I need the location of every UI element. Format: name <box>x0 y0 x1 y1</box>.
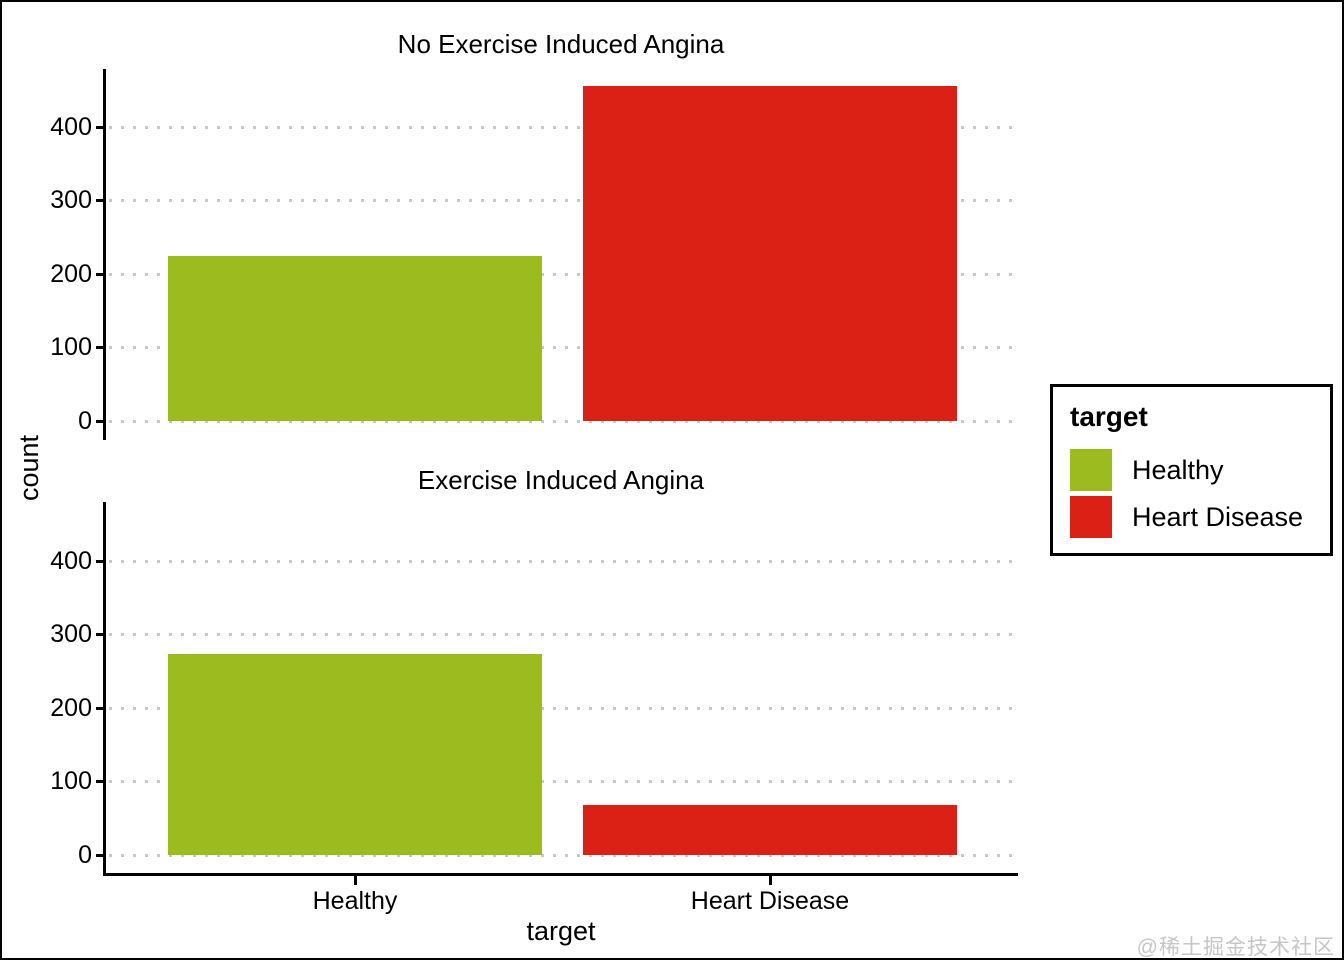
legend-label: Healthy <box>1132 454 1224 485</box>
y-tick-label: 400 <box>50 112 92 141</box>
bar-healthy <box>168 255 542 421</box>
y-tick-label: 0 <box>78 407 92 435</box>
y-tick-mark <box>96 346 105 350</box>
gridline-y300 <box>109 633 1017 637</box>
watermark: @稀土掘金技术社区 <box>1136 936 1335 959</box>
y-tick-label: 400 <box>50 546 92 575</box>
legend-entry-healthy: Healthy <box>1070 449 1224 491</box>
facet-title: No Exercise Induced Angina <box>397 29 725 59</box>
x-tick-label-heart-disease: Heart Disease <box>690 887 850 915</box>
x-axis-line <box>103 873 1018 876</box>
y-tick-mark <box>96 780 105 784</box>
bar-heart-disease <box>583 85 957 421</box>
legend-swatch-healthy <box>1070 449 1112 491</box>
legend-title: target <box>1070 401 1148 432</box>
gridline-y200 <box>109 706 1017 710</box>
y-tick-mark <box>96 633 105 637</box>
bar-healthy <box>168 654 542 855</box>
y-tick-label: 200 <box>50 259 92 288</box>
y-tick-mark <box>96 854 105 857</box>
y-tick-mark <box>96 559 105 563</box>
y-tick-label: 100 <box>50 767 92 796</box>
gridline-y0 <box>109 854 1017 857</box>
gridline-y300 <box>109 199 1017 203</box>
y-tick-label: 300 <box>50 186 92 215</box>
facet-title: Exercise Induced Angina <box>417 465 705 495</box>
gridline-y0 <box>109 420 1017 423</box>
legend: target Healthy Heart Disease <box>1050 384 1333 556</box>
gridline-y100 <box>109 346 1017 350</box>
y-axis-line <box>103 502 106 876</box>
y-tick-label: 0 <box>78 841 92 869</box>
bar-heart-disease <box>583 804 957 855</box>
gridline-y100 <box>109 780 1017 784</box>
gridline-y200 <box>109 272 1017 276</box>
y-tick-mark <box>96 272 105 276</box>
y-tick-label: 300 <box>50 620 92 649</box>
y-tick-label: 100 <box>50 333 92 362</box>
gridline-y400 <box>109 559 1017 563</box>
y-axis-title: count <box>14 434 44 502</box>
x-tick-mark <box>353 876 357 885</box>
x-axis-title: target <box>526 916 596 946</box>
y-axis-line <box>103 69 106 440</box>
legend-label: Heart Disease <box>1132 501 1304 532</box>
legend-entry-heart-disease: Heart Disease <box>1070 496 1303 538</box>
x-tick-label-healthy: Healthy <box>312 887 398 915</box>
y-tick-mark <box>96 199 105 203</box>
legend-swatch-heart-disease <box>1070 496 1112 538</box>
y-tick-mark <box>96 420 105 423</box>
y-tick-label: 200 <box>50 693 92 722</box>
gridline-y400 <box>109 125 1017 129</box>
x-tick-mark <box>768 876 772 885</box>
y-tick-mark <box>96 706 105 710</box>
y-tick-mark <box>96 125 105 129</box>
